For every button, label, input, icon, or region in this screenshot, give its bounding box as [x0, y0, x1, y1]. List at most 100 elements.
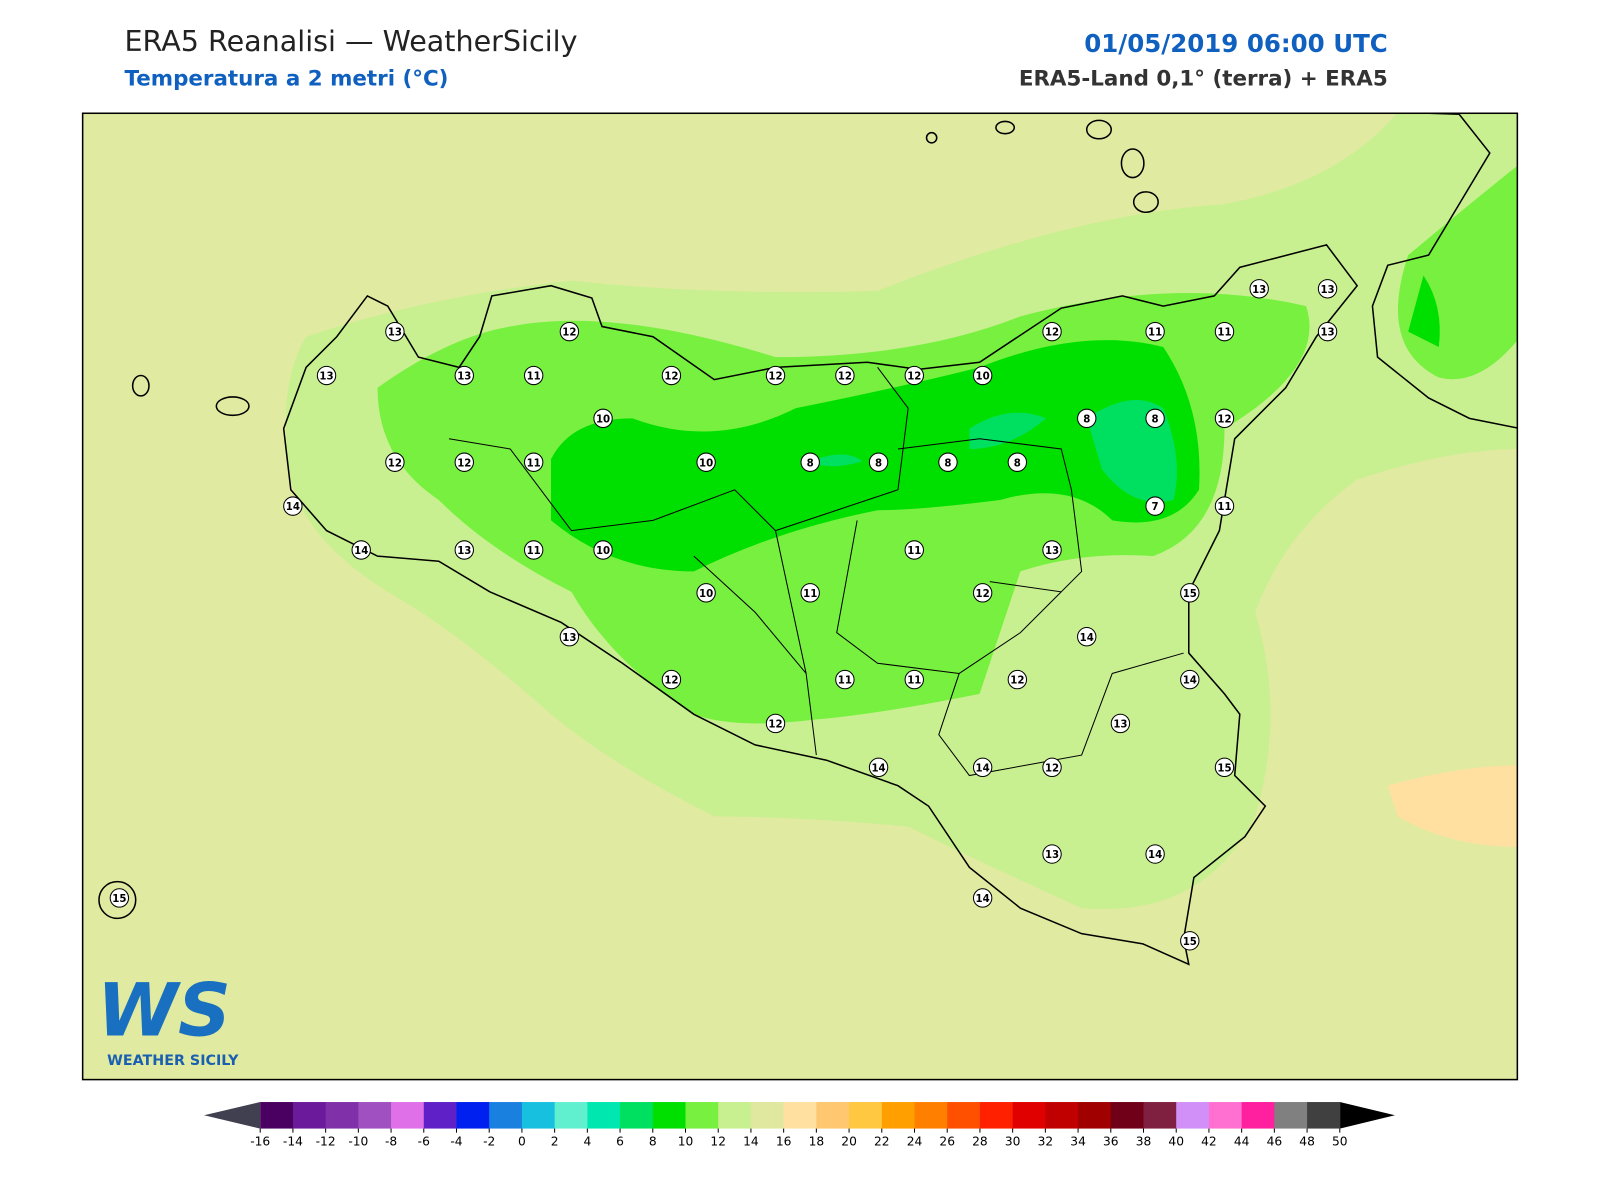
station-value: 12: [907, 372, 921, 383]
station-value: 14: [976, 894, 990, 905]
colorbar-tick-label: 10: [678, 1134, 694, 1148]
station-marker: [972, 888, 993, 908]
station: 15: [1214, 757, 1235, 778]
station-marker: [1180, 931, 1200, 951]
station: 8: [938, 452, 958, 472]
colorbar-over: [1339, 1102, 1395, 1129]
colorbar-segment: [1045, 1102, 1079, 1129]
colorbar-tick-label: 40: [1168, 1134, 1184, 1148]
logo-name: WEATHER SICILY: [107, 1053, 239, 1069]
station-value: 14: [1148, 850, 1162, 861]
station: 11: [1214, 496, 1235, 516]
station-marker: [938, 452, 958, 472]
station-marker: [972, 365, 993, 386]
colorbar-tick-label: 8: [649, 1134, 657, 1148]
station: 7: [1145, 496, 1165, 516]
station-marker: [868, 452, 889, 472]
station-marker: [904, 669, 924, 690]
station-marker: [765, 713, 786, 734]
station: 12: [559, 321, 580, 342]
station: 13: [316, 365, 337, 386]
stations: 13 12 13 13 11 12 12 12 12 10 12 11 11 13 13 13 10 8 8 12 12…: [109, 279, 1338, 951]
colorbar-segment: [587, 1102, 621, 1129]
station: 13: [1317, 279, 1338, 299]
station: 8: [1007, 452, 1028, 472]
station-marker: [972, 583, 993, 603]
station: 13: [385, 321, 405, 342]
colorbar-tick-label: 6: [616, 1134, 624, 1148]
station-value: 12: [457, 458, 471, 469]
station-value: 12: [388, 458, 402, 469]
station-marker: [1077, 408, 1097, 429]
station-marker: [800, 452, 820, 472]
station: 13: [1317, 321, 1338, 342]
station-value: 7: [1152, 502, 1159, 513]
colorbar-tick-label: 42: [1201, 1134, 1217, 1148]
colorbar-segment: [849, 1102, 883, 1129]
station-marker: [904, 365, 924, 386]
colorbar-segment: [456, 1102, 490, 1129]
station-value: 13: [1320, 328, 1334, 339]
station-marker: [1249, 279, 1269, 299]
colorbar-segment: [685, 1102, 719, 1129]
logo: WS WEATHER SICILY: [97, 968, 239, 1069]
station-marker: [523, 365, 544, 386]
station: 11: [800, 583, 820, 603]
colorbar-segment: [620, 1102, 654, 1129]
station-value: 10: [596, 546, 610, 557]
station: 13: [1110, 713, 1131, 734]
station-marker: [835, 365, 855, 386]
colorbar-segment: [1143, 1102, 1177, 1129]
station-marker: [593, 408, 613, 429]
station-marker: [904, 540, 924, 560]
station-value: 13: [1252, 285, 1266, 296]
station-value: 8: [807, 458, 814, 469]
colorbar-segment: [292, 1102, 327, 1129]
station-marker: [1317, 321, 1338, 342]
station-value: 12: [768, 372, 782, 383]
station-value: 14: [286, 502, 300, 513]
station: 12: [385, 452, 405, 472]
colorbar-tick-label: 38: [1136, 1134, 1152, 1148]
station-value: 14: [354, 546, 368, 557]
station: 10: [593, 408, 613, 429]
colorbar-tick-label: -10: [348, 1134, 368, 1148]
station: 10: [972, 365, 993, 386]
station-value: 11: [907, 676, 921, 687]
station: 13: [1249, 279, 1269, 299]
colorbar-under: [204, 1102, 261, 1129]
colorbar-tick-label: -12: [316, 1134, 336, 1148]
station-value: 13: [1045, 850, 1059, 861]
station-value: 13: [1045, 546, 1059, 557]
colorbar-tick-label: 4: [583, 1134, 591, 1148]
contour-18: [1387, 765, 1518, 847]
station: 8: [1077, 408, 1097, 429]
station-value: 12: [664, 676, 678, 687]
station: 14: [868, 757, 889, 778]
colorbar-tick-label: 28: [972, 1134, 988, 1148]
station: 12: [1214, 408, 1235, 429]
station: 13: [454, 540, 474, 560]
station-marker: [868, 757, 889, 778]
station-marker: [1214, 757, 1235, 778]
station-marker: [1042, 321, 1062, 342]
station-value: 12: [1217, 414, 1231, 425]
station-value: 15: [1183, 937, 1197, 948]
colorbar-segment: [554, 1102, 588, 1129]
colorbar-segment: [325, 1102, 359, 1129]
colorbar-segment: [391, 1102, 425, 1129]
colorbar: -16 -14 -12 -10 -8 -6 -4 -2 0 2 4 6 8 10 12 14 16 18 20 22 2…: [204, 1102, 1395, 1148]
station: 12: [661, 365, 682, 386]
station-marker: [972, 757, 993, 778]
station: 12: [454, 452, 474, 472]
station: 11: [835, 669, 855, 690]
station-marker: [523, 452, 544, 472]
station: 11: [904, 669, 924, 690]
colorbar-segment: [652, 1102, 687, 1129]
colorbar-tick-label: -6: [418, 1134, 430, 1148]
islands: [98, 119, 1159, 920]
station-marker: [593, 540, 613, 560]
station-value: 11: [527, 546, 541, 557]
station: 11: [904, 540, 924, 560]
